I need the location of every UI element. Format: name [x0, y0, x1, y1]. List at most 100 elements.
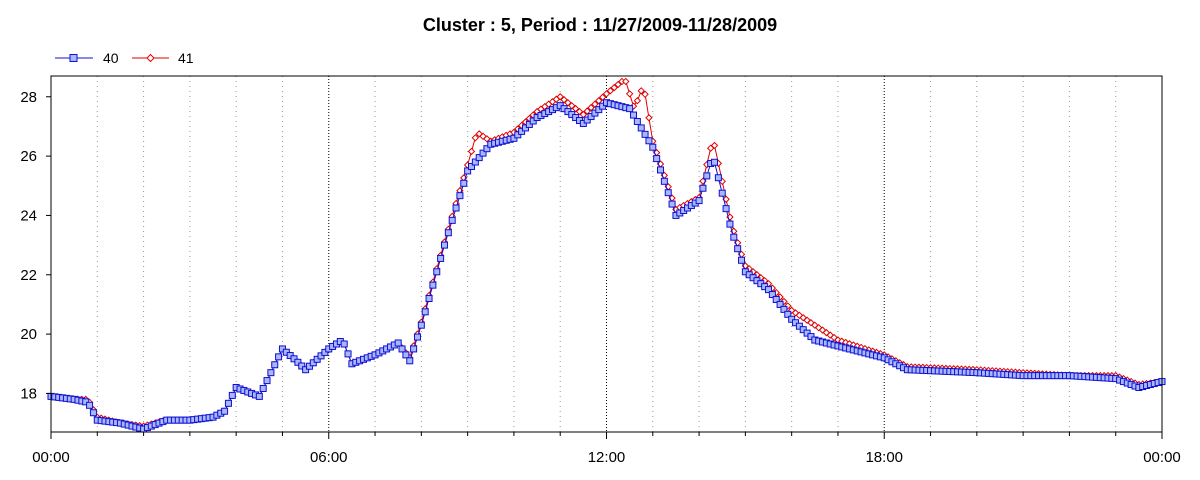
data-point [564, 98, 572, 107]
data-point [772, 295, 780, 303]
legend-label-40: 40 [103, 50, 119, 66]
data-point [780, 305, 788, 313]
series-group [47, 77, 1166, 433]
data-point [641, 130, 649, 138]
data-point [460, 179, 468, 187]
data-point [224, 399, 232, 407]
y-tick-label: 22 [20, 267, 37, 284]
legend-item-41: 41 [132, 50, 194, 66]
data-point [625, 90, 634, 98]
y-tick-label: 28 [20, 89, 37, 106]
axis-ticks: 18 20 22 24 26 28 00:00 06:00 12:00 18:00 00:00 [20, 89, 1180, 466]
y-tick-label: 26 [20, 148, 37, 165]
data-point [421, 308, 429, 316]
data-point [444, 229, 452, 237]
data-point [591, 100, 599, 108]
data-point [649, 143, 657, 151]
data-point [633, 97, 642, 105]
data-point [394, 339, 402, 347]
data-point [714, 174, 722, 182]
data-point [660, 177, 668, 185]
legend-marker-square [69, 54, 78, 62]
data-point [406, 357, 414, 365]
data-point [475, 154, 483, 162]
data-point [275, 353, 283, 361]
data-point [614, 80, 622, 89]
data-point [579, 110, 588, 119]
data-point [726, 220, 734, 228]
data-point [718, 189, 726, 197]
data-point [556, 93, 564, 101]
data-point [560, 96, 568, 104]
data-point [710, 141, 719, 150]
data-point [610, 83, 618, 92]
data-point [433, 268, 441, 276]
data-point [471, 134, 480, 142]
data-point [271, 361, 279, 369]
data-point [452, 204, 460, 212]
data-point [768, 291, 776, 299]
data-point [398, 345, 406, 353]
data-point [89, 409, 97, 417]
legend-item-40: 40 [55, 50, 119, 66]
data-point [626, 105, 634, 113]
data-point [664, 189, 672, 197]
legend-label-41: 41 [178, 50, 194, 66]
data-point [467, 162, 475, 170]
data-point [637, 124, 645, 132]
x-tick-label: 00:00 [1143, 449, 1181, 466]
data-point [86, 401, 94, 409]
data-point [583, 107, 591, 115]
series-40 [47, 99, 1166, 433]
legend-marker-diamond [146, 53, 155, 63]
data-point [637, 87, 645, 95]
y-tick-label: 24 [20, 207, 37, 224]
data-point [413, 333, 421, 341]
data-point [429, 281, 437, 289]
data-point [448, 216, 456, 224]
data-point [587, 103, 595, 112]
data-point [738, 256, 746, 264]
gridlines [96, 76, 1117, 432]
x-tick-label: 06:00 [310, 449, 348, 466]
data-point [456, 192, 464, 200]
x-tick-label: 00:00 [32, 449, 70, 466]
data-point [221, 407, 229, 415]
data-point [410, 345, 418, 353]
data-point [255, 392, 263, 400]
data-point [765, 286, 773, 294]
x-tick-label: 12:00 [588, 449, 626, 466]
data-point [606, 87, 615, 95]
data-point [294, 358, 302, 366]
data-point [440, 241, 448, 249]
data-point [263, 377, 271, 385]
data-point [467, 147, 476, 156]
data-point [645, 137, 653, 145]
data-point [622, 77, 630, 86]
data-point [417, 321, 425, 329]
data-point [340, 340, 348, 348]
data-point [595, 97, 603, 105]
data-point [641, 90, 649, 99]
legend: 40 41 [55, 50, 194, 66]
data-point [730, 233, 738, 241]
data-point [598, 93, 607, 101]
data-point [657, 166, 665, 174]
data-point [298, 362, 306, 370]
data-point [571, 104, 580, 113]
data-point [668, 200, 676, 208]
x-tick-label: 18:00 [865, 449, 903, 466]
data-point [568, 101, 576, 110]
data-point [228, 391, 236, 399]
data-point [344, 350, 352, 358]
data-point [437, 254, 445, 262]
y-tick-label: 18 [20, 385, 37, 402]
data-point [695, 197, 703, 205]
data-point [479, 149, 487, 157]
data-point [402, 351, 410, 359]
data-point [602, 90, 611, 98]
data-point [471, 158, 479, 166]
data-point [734, 245, 742, 253]
data-point [464, 167, 472, 175]
